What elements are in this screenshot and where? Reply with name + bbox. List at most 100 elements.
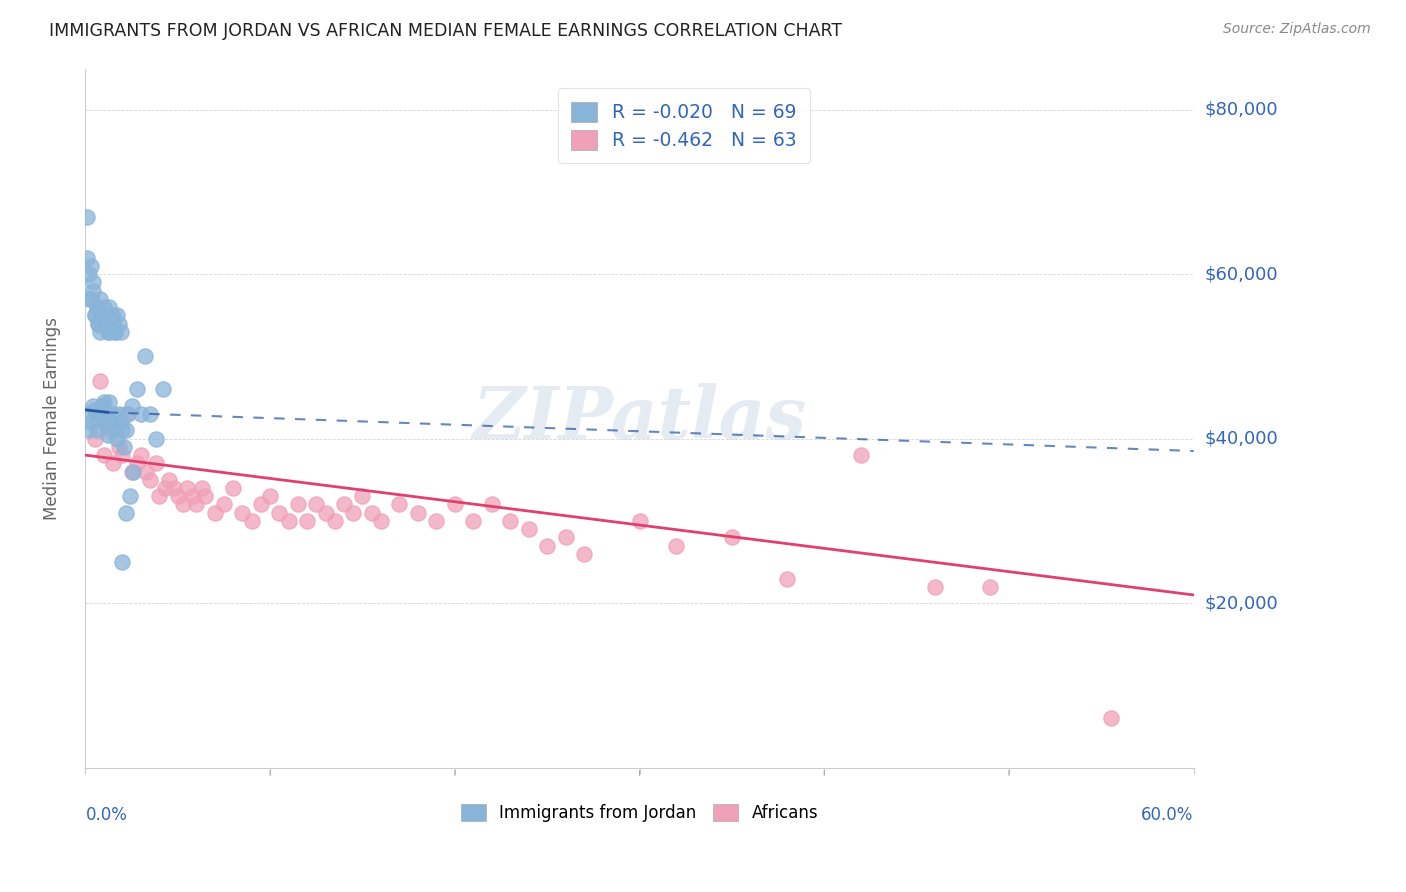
Point [172,498,194,512]
Point [100,308,122,322]
Point [163,481,186,495]
Text: $40,000: $40,000 [1205,430,1278,448]
Point [97,424,120,438]
Point [105,432,128,446]
Point [295,514,318,528]
Point [463,514,485,528]
Point [80,259,103,273]
Point [342,506,364,520]
Point [499,514,522,528]
Point [129,448,152,462]
Point [82,284,104,298]
Point [89,325,111,339]
Point [122,465,145,479]
Point [86,424,108,438]
Point [481,498,503,512]
Point [107,317,129,331]
Point [665,539,688,553]
Point [83,403,105,417]
Point [135,465,157,479]
Point [250,498,273,512]
Point [924,580,946,594]
Text: $20,000: $20,000 [1205,594,1278,612]
Point [517,522,540,536]
Point [536,539,558,553]
Point [315,506,337,520]
Point [76,407,98,421]
Point [94,308,117,322]
Point [97,427,120,442]
Point [94,317,117,331]
Point [100,415,122,429]
Point [89,292,111,306]
Point [333,498,356,512]
Point [110,325,132,339]
Point [406,506,429,520]
Point [111,448,134,462]
Point [87,317,110,331]
Point [628,514,651,528]
Point [97,325,120,339]
Point [77,267,100,281]
Text: 0.0%: 0.0% [86,806,128,824]
Point [76,210,98,224]
Point [388,498,411,512]
Point [269,506,291,520]
Point [121,399,143,413]
Point [115,407,138,421]
Point [572,547,595,561]
Point [139,407,162,421]
Text: $60,000: $60,000 [1205,265,1278,283]
Text: ZIPatlas: ZIPatlas [472,383,807,454]
Point [93,394,115,409]
Point [1099,711,1122,725]
Point [111,555,134,569]
Text: 60.0%: 60.0% [1142,806,1194,824]
Point [89,407,111,421]
Point [107,440,129,454]
Point [105,308,128,322]
Point [98,300,121,314]
Point [98,325,121,339]
Point [776,572,799,586]
Point [181,489,204,503]
Point [153,481,176,495]
Point [101,407,124,421]
Point [851,448,873,462]
Point [152,382,174,396]
Point [101,317,124,331]
Point [115,506,138,520]
Point [186,498,208,512]
Point [98,394,121,409]
Point [212,498,235,512]
Point [287,498,309,512]
Point [259,489,281,503]
Point [86,300,108,314]
Point [86,300,108,314]
Point [305,498,328,512]
Point [176,481,198,495]
Point [443,498,465,512]
Point [104,325,127,339]
Point [89,374,111,388]
Point [166,489,188,503]
Point [77,424,100,438]
Point [83,308,105,322]
Point [148,489,170,503]
Point [112,440,135,454]
Point [115,424,138,438]
Point [360,506,382,520]
Text: Source: ZipAtlas.com: Source: ZipAtlas.com [1223,22,1371,37]
Point [352,489,374,503]
Point [104,325,127,339]
Point [110,415,132,429]
Point [82,276,104,290]
Point [101,308,124,322]
Point [222,481,245,495]
Point [91,399,114,413]
Point [721,530,744,544]
Point [94,419,117,434]
Point [80,415,103,429]
Point [111,424,134,438]
Point [277,514,299,528]
